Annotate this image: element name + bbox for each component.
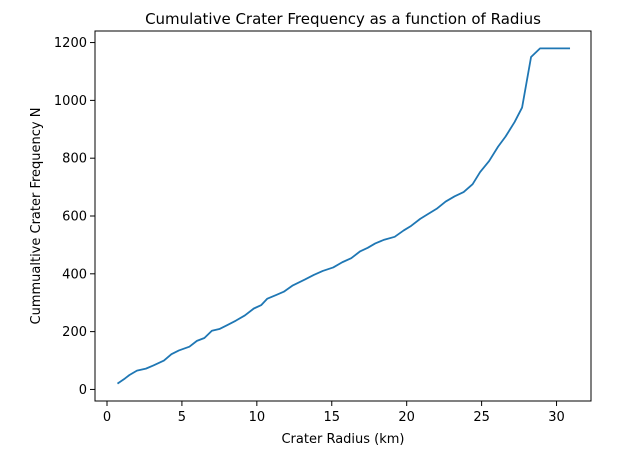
- y-tick-label: 1000: [54, 94, 87, 109]
- y-tick-label: 600: [62, 210, 87, 225]
- y-tick-label: 0: [79, 383, 87, 398]
- y-tick-label: 1200: [54, 36, 87, 51]
- y-axis-ticks: 0 200 400 600 800 1000 1200: [54, 36, 95, 398]
- y-axis-label: Cummualtive Crater Frequency N: [29, 108, 44, 325]
- x-tick-label: 20: [398, 410, 415, 425]
- chart-title: Cumulative Crater Frequency as a functio…: [145, 10, 541, 28]
- plot-area: [116, 47, 571, 385]
- x-tick-label: 10: [249, 410, 266, 425]
- y-tick-label: 200: [62, 325, 87, 340]
- x-tick-label: 30: [548, 410, 565, 425]
- x-axis-label: Crater Radius (km): [281, 432, 404, 447]
- plot-frame: [94, 30, 592, 402]
- y-tick-label: 400: [62, 267, 87, 282]
- series-line: [116, 47, 571, 385]
- x-axis-ticks: 0 5 10 15 20 25 30: [103, 401, 565, 425]
- x-tick-label: 0: [103, 410, 111, 425]
- x-tick-label: 5: [178, 410, 186, 425]
- y-tick-label: 800: [62, 152, 87, 167]
- x-tick-label: 15: [323, 410, 340, 425]
- x-tick-label: 25: [473, 410, 490, 425]
